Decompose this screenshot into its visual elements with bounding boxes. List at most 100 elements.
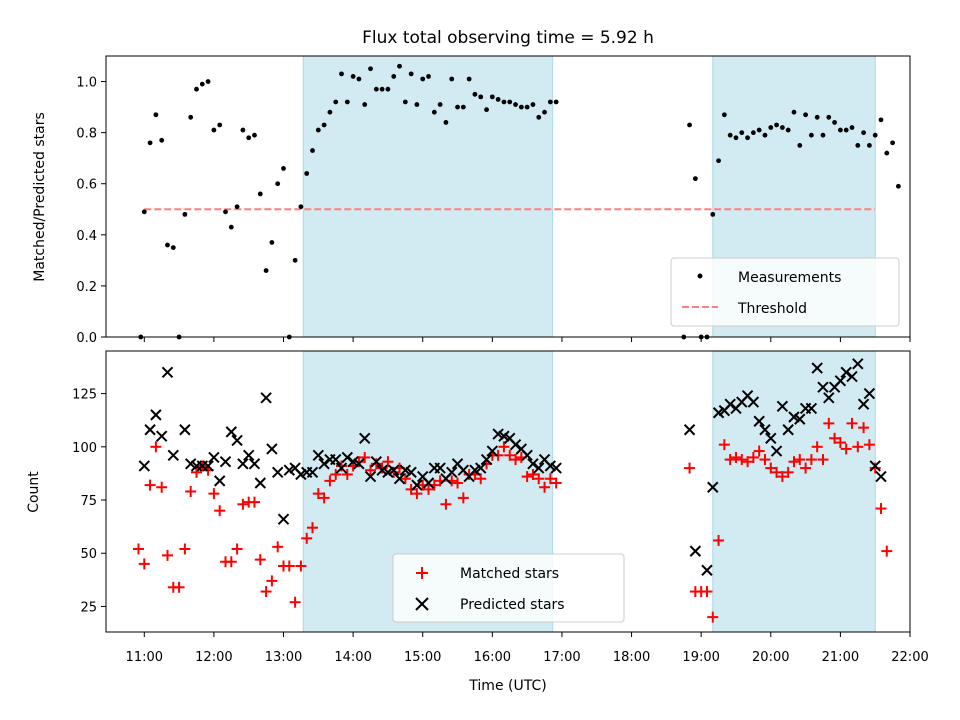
measurements-point bbox=[234, 204, 240, 210]
predicted-stars-point bbox=[805, 402, 818, 415]
measurements-point bbox=[890, 140, 895, 146]
measurements-point bbox=[710, 211, 716, 217]
threshold-legend-label: Threshold bbox=[737, 301, 807, 317]
matched-stars-point bbox=[399, 473, 411, 485]
y-tick-label: 0.2 bbox=[76, 280, 97, 295]
matched-stars-point bbox=[301, 532, 313, 544]
y-tick-label: 100 bbox=[72, 441, 97, 456]
measurements-point bbox=[745, 135, 750, 141]
matched-stars-point bbox=[852, 441, 864, 453]
matched-stars-point bbox=[370, 458, 382, 470]
matched-stars-point bbox=[811, 441, 823, 453]
predicted-stars-point bbox=[318, 458, 330, 470]
measurements-point bbox=[536, 114, 542, 120]
count-y-axis-label: Count bbox=[26, 471, 42, 513]
matched-stars-point bbox=[318, 492, 330, 504]
matched-stars-point bbox=[382, 456, 394, 468]
measurements-point bbox=[507, 99, 513, 105]
matched-stars-point bbox=[863, 439, 875, 451]
measurements-point bbox=[460, 104, 466, 110]
measurements-point bbox=[397, 63, 402, 69]
matched-stars-point bbox=[179, 543, 191, 555]
measurements-point bbox=[159, 137, 165, 143]
plot-frame bbox=[105, 55, 911, 338]
ratio-legend-box bbox=[670, 257, 900, 327]
predicted-stars-point bbox=[167, 449, 179, 462]
y-tick-label: 0.4 bbox=[76, 229, 97, 244]
matched-stars-point bbox=[138, 558, 150, 570]
matched-stars-point bbox=[684, 462, 696, 474]
measurements-point bbox=[246, 135, 252, 141]
matched-stars-point bbox=[829, 432, 841, 444]
measurements-point bbox=[861, 130, 866, 136]
measurements-point bbox=[750, 130, 756, 136]
measurements-point bbox=[333, 99, 339, 105]
predicted-stars-point bbox=[213, 475, 226, 487]
x-tick-label: 14:00 bbox=[334, 650, 371, 665]
predicted-stars-point bbox=[689, 545, 702, 557]
matched-stars-point bbox=[144, 479, 156, 491]
measurements-point bbox=[408, 71, 414, 77]
measurements-point bbox=[878, 117, 884, 123]
matched-stars-point bbox=[295, 560, 307, 572]
matched-stars-point bbox=[724, 454, 736, 466]
matched-stars-point bbox=[701, 586, 713, 598]
matched-stars-point bbox=[776, 471, 788, 483]
count-points bbox=[132, 358, 893, 623]
matched-stars-point bbox=[533, 473, 545, 485]
matched-stars-point bbox=[788, 456, 800, 468]
measurements-point bbox=[814, 114, 820, 120]
predicted-stars-point bbox=[353, 458, 365, 470]
matched-stars-point bbox=[336, 460, 348, 472]
matched-stars-point bbox=[190, 466, 202, 478]
predicted-legend-label: Predicted stars bbox=[460, 597, 565, 613]
matched-stars-point bbox=[742, 456, 754, 468]
matched-stars-point bbox=[504, 449, 516, 461]
predicted-stars-point bbox=[869, 460, 881, 472]
matched-stars-point bbox=[544, 473, 556, 485]
predicted-stars-point bbox=[231, 434, 243, 447]
predicted-stars-point bbox=[237, 458, 249, 470]
predicted-stars-point bbox=[446, 466, 458, 479]
measurements-point bbox=[826, 114, 832, 120]
x-tick-label: 13:00 bbox=[265, 650, 302, 665]
predicted-stars-point bbox=[242, 449, 255, 462]
measurements-point bbox=[339, 71, 344, 77]
predicted-stars-point bbox=[179, 424, 191, 436]
measurements-point bbox=[223, 209, 228, 215]
measurements-point bbox=[188, 114, 194, 120]
predicted-stars-point bbox=[359, 432, 371, 444]
matched-legend-marker bbox=[416, 567, 428, 579]
y-tick-label: 25 bbox=[80, 600, 97, 615]
predicted-stars-point bbox=[521, 449, 533, 462]
x-tick-label: 15:00 bbox=[404, 650, 441, 665]
matched-stars-point bbox=[237, 498, 249, 510]
measurements-point bbox=[275, 181, 281, 187]
predicted-stars-point bbox=[306, 466, 319, 479]
matched-stars-point bbox=[881, 545, 893, 557]
matched-stars-point bbox=[707, 611, 719, 623]
predicted-stars-point bbox=[846, 370, 858, 383]
matched-stars-point bbox=[805, 454, 817, 466]
predicted-stars-point bbox=[260, 392, 272, 404]
predicted-stars-point bbox=[341, 451, 354, 464]
matched-stars-point bbox=[539, 481, 551, 493]
matched-legend-label: Matched stars bbox=[460, 566, 559, 582]
predicted-stars-point bbox=[219, 455, 232, 468]
measurements-point bbox=[362, 102, 368, 107]
predicted-stars-point bbox=[393, 473, 406, 485]
matched-stars-point bbox=[730, 451, 742, 463]
matched-stars-point bbox=[365, 464, 377, 476]
matched-stars-point bbox=[324, 475, 336, 487]
predicted-stars-point bbox=[208, 451, 220, 464]
matched-stars-point bbox=[231, 543, 243, 555]
measurements-point bbox=[269, 240, 275, 245]
matched-stars-point bbox=[307, 522, 319, 534]
predicted-stars-point bbox=[370, 455, 383, 468]
matched-stars-point bbox=[411, 488, 423, 500]
measurements-point bbox=[321, 122, 327, 128]
predicted-stars-point bbox=[312, 449, 325, 462]
matched-stars-point bbox=[156, 481, 168, 493]
measurements-point bbox=[147, 140, 153, 146]
